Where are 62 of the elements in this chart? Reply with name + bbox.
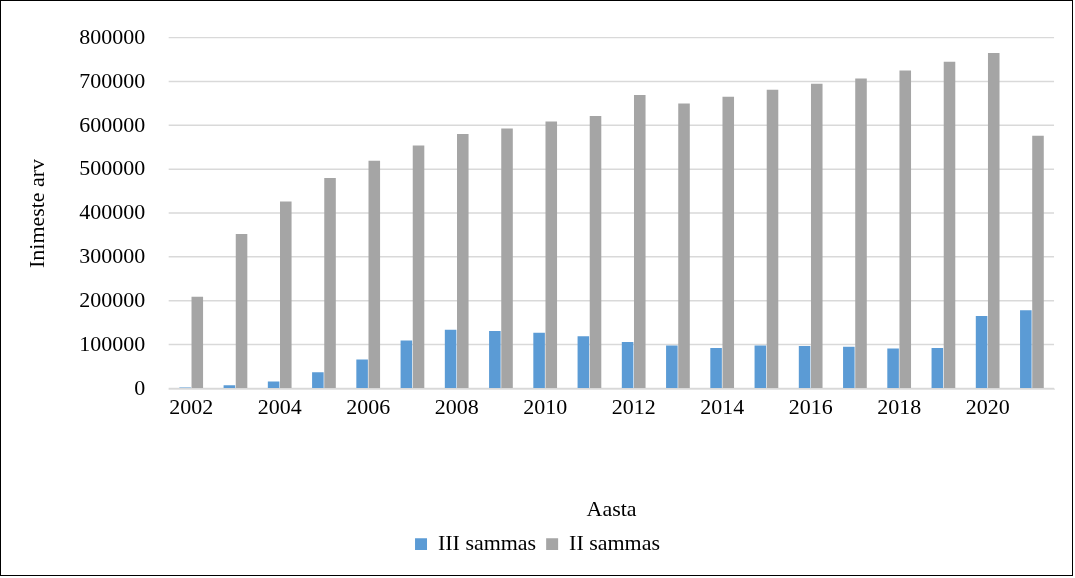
bar xyxy=(1020,310,1032,389)
y-tick-label: 300000 xyxy=(79,243,146,269)
bar xyxy=(666,345,678,389)
bar xyxy=(887,348,899,389)
bar xyxy=(754,345,767,389)
legend-label: III sammas xyxy=(437,529,537,555)
bar xyxy=(312,372,324,389)
bar xyxy=(235,234,248,389)
bar xyxy=(798,345,811,389)
x-tick-label: 2014 xyxy=(700,393,745,419)
x-tick-label: 2020 xyxy=(965,393,1010,419)
bar xyxy=(267,381,280,389)
y-tick-label: 400000 xyxy=(79,199,146,225)
bar xyxy=(931,348,944,389)
bar xyxy=(810,83,823,389)
bar xyxy=(223,385,236,389)
bar xyxy=(191,296,204,389)
bar xyxy=(577,336,590,389)
bar xyxy=(324,177,336,389)
x-tick-label: 2018 xyxy=(877,393,922,419)
bar xyxy=(280,201,292,389)
x-tick-label: 2008 xyxy=(434,393,479,419)
bar xyxy=(501,128,513,389)
bar xyxy=(545,121,558,389)
bar xyxy=(855,78,867,389)
bar xyxy=(489,330,501,389)
bar xyxy=(843,346,855,389)
x-tick-label: 2016 xyxy=(788,393,833,419)
bar xyxy=(710,348,722,389)
y-tick-label: 500000 xyxy=(79,155,146,181)
x-axis-title: Aasta xyxy=(586,495,637,521)
x-tick-label: 2006 xyxy=(346,393,391,419)
bar xyxy=(533,332,545,389)
x-tick-label: 2010 xyxy=(523,393,568,419)
bar xyxy=(412,145,425,389)
bar xyxy=(766,89,779,389)
y-axis-title: Inimeste arv xyxy=(23,158,49,268)
bar xyxy=(444,329,457,389)
bar xyxy=(722,96,735,389)
legend-label: II sammas xyxy=(569,529,660,555)
bar xyxy=(400,340,413,389)
y-tick-label: 600000 xyxy=(79,111,146,137)
y-tick-label: 0 xyxy=(134,374,146,400)
y-tick-label: 800000 xyxy=(79,23,146,49)
bar xyxy=(589,116,602,389)
x-tick-label: 2012 xyxy=(611,393,656,419)
bar xyxy=(368,160,381,389)
x-tick-label: 2004 xyxy=(257,393,302,419)
bar xyxy=(975,316,988,389)
bar xyxy=(457,134,469,389)
y-tick-label: 100000 xyxy=(79,330,146,356)
y-tick-label: 700000 xyxy=(79,67,146,93)
x-tick-label: 2002 xyxy=(169,393,214,419)
bar xyxy=(633,95,646,389)
bar xyxy=(356,359,368,389)
bar xyxy=(678,103,690,389)
bar xyxy=(1032,135,1044,389)
bar xyxy=(899,70,912,389)
bar xyxy=(987,52,1000,389)
bar xyxy=(943,61,956,389)
bar xyxy=(621,341,634,389)
y-tick-label: 200000 xyxy=(79,286,146,312)
